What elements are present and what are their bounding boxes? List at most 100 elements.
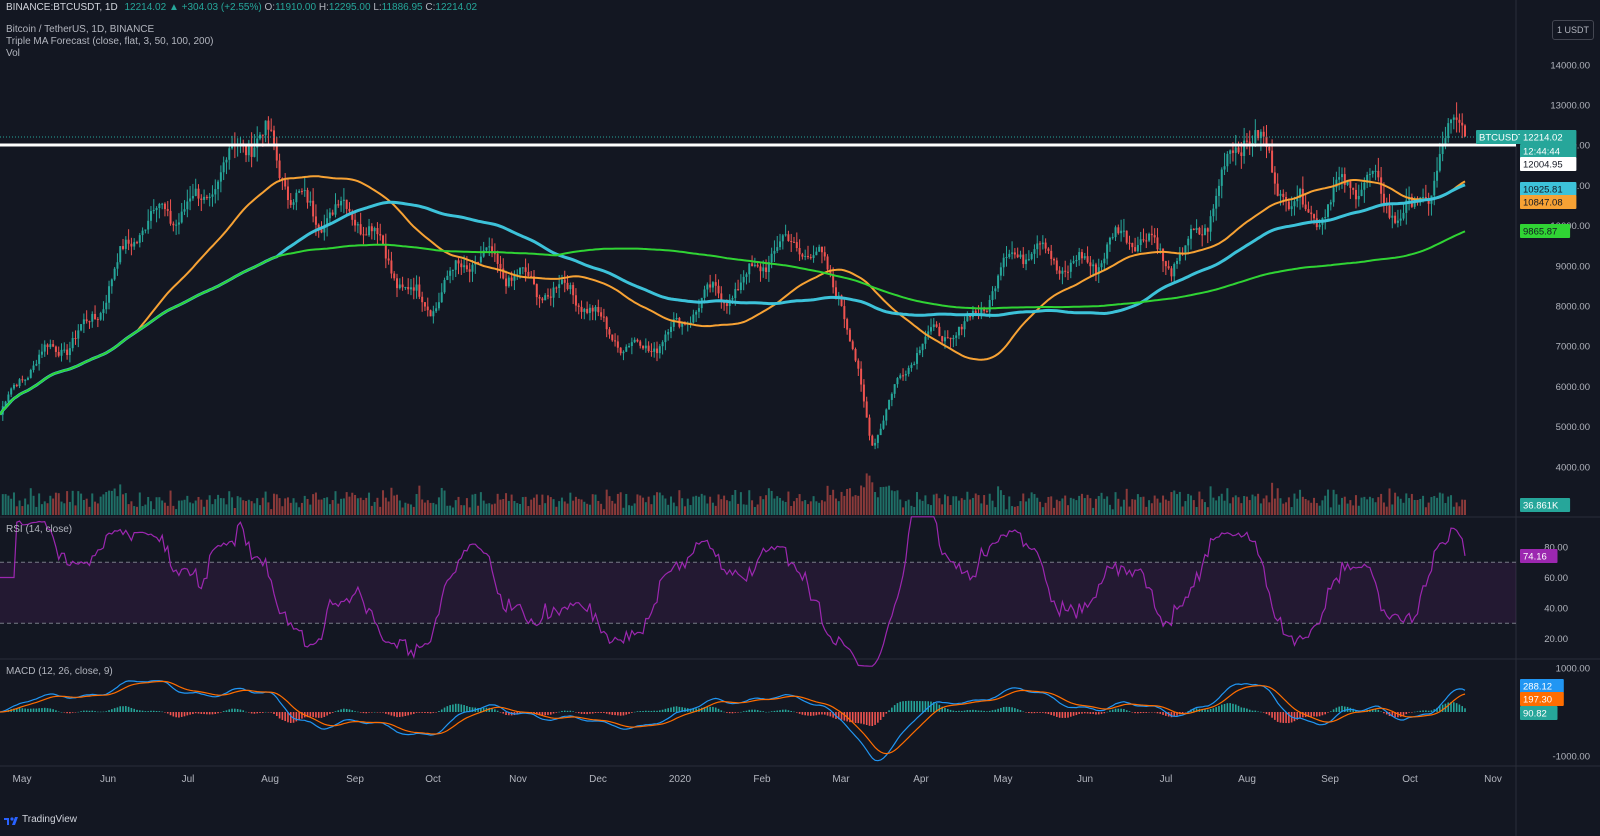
candle-body — [298, 191, 301, 193]
macd-hist-bar — [393, 712, 396, 717]
candle-body — [429, 310, 432, 317]
currency-button[interactable]: 1 USDT — [1552, 20, 1594, 40]
candle-body — [848, 329, 851, 342]
volume-bar — [1438, 492, 1441, 515]
candle-body — [541, 298, 544, 301]
macd-hist-bar — [225, 710, 228, 712]
candle-body — [860, 368, 863, 385]
candle-body — [147, 220, 150, 230]
volume-bar — [289, 502, 292, 515]
candle-body — [1436, 170, 1439, 181]
macd-hist-bar — [871, 712, 874, 727]
macd-hist-bar — [712, 706, 714, 712]
volume-bar — [1122, 499, 1125, 515]
volume-bar — [798, 494, 801, 515]
macd-hist-bar — [659, 710, 661, 712]
candle-body — [256, 138, 259, 148]
candle-body — [1027, 259, 1030, 261]
macd-hist-bar — [1343, 706, 1346, 712]
volume-bar — [7, 495, 10, 515]
volume-bar — [930, 505, 933, 515]
macd-hist-bar — [382, 712, 384, 713]
indicator-title[interactable]: Triple MA Forecast (close, flat, 3, 50, … — [6, 36, 214, 47]
candle-body — [267, 120, 270, 130]
candle-body — [1072, 261, 1075, 263]
price-tick: 4000.00 — [1556, 462, 1590, 473]
candle-body — [1203, 228, 1206, 235]
candle-body — [1209, 216, 1212, 232]
candle-body — [957, 326, 960, 336]
volume-bar — [1248, 500, 1251, 515]
macd-hist-bar — [932, 702, 935, 712]
candle-body — [370, 226, 373, 232]
macd-hist-bar — [1212, 708, 1215, 712]
candle-body — [485, 247, 488, 251]
volume-bar — [94, 501, 97, 515]
macd-hist-bar — [236, 709, 239, 712]
macd-hist-bar — [326, 712, 328, 716]
candle-body — [921, 343, 924, 351]
macd-hist-bar — [231, 708, 233, 712]
volume-title[interactable]: Vol — [6, 48, 20, 59]
macd-hist-bar — [166, 712, 169, 714]
volume-bar — [586, 503, 589, 515]
candle-body — [203, 196, 206, 200]
volume-bar — [337, 503, 340, 515]
macd-hist-bar — [1170, 712, 1173, 718]
macd-hist-bar — [768, 711, 770, 713]
tradingview-logo[interactable]: TradingView — [4, 814, 77, 825]
rsi-title[interactable]: RSI (14, close) — [6, 524, 73, 535]
volume-bar — [1013, 506, 1016, 515]
candle-body — [1231, 150, 1234, 153]
candle-body — [1234, 147, 1237, 153]
candle-body — [734, 289, 737, 299]
volume-bar — [857, 495, 860, 515]
volume-bar — [1094, 498, 1097, 515]
candle-body — [1335, 179, 1338, 188]
volume-bar — [155, 497, 158, 515]
macd-hist-bar — [664, 708, 667, 712]
volume-bar — [532, 497, 535, 515]
macd-hist-bar — [983, 710, 985, 712]
macd-hist-bar — [784, 709, 787, 712]
volume-bar — [793, 501, 796, 515]
macd-title[interactable]: MACD (12, 26, close, 9) — [6, 666, 113, 677]
candle-body — [658, 346, 661, 354]
volume-series — [1, 473, 1466, 515]
candle-body — [667, 331, 670, 335]
volume-bar — [169, 490, 172, 515]
candle-body — [826, 256, 829, 270]
candle-body — [331, 212, 334, 215]
macd-hist-bar — [197, 712, 200, 714]
candle-body — [1223, 166, 1226, 170]
macd-hist-bar — [446, 706, 449, 712]
candle-body — [798, 248, 801, 255]
candle-body — [1044, 242, 1047, 249]
macd-hist-bar — [647, 710, 650, 712]
volume-bar — [952, 496, 955, 515]
volume-bar — [675, 506, 678, 515]
candle-body — [292, 202, 295, 205]
volume-bar — [1114, 492, 1117, 515]
macd-hist-bar — [1288, 712, 1290, 724]
volume-bar — [823, 501, 826, 515]
volume-bar — [211, 504, 214, 515]
volume-bar — [1433, 496, 1436, 515]
volume-bar — [233, 507, 236, 515]
macd-hist-bar — [1044, 712, 1047, 714]
volume-bar — [1245, 496, 1248, 515]
candle-body — [200, 198, 203, 200]
candle-body — [1273, 172, 1276, 184]
macd-hist-bar — [709, 706, 711, 712]
macd-hist-bar — [1310, 712, 1313, 717]
macd-hist-bar — [1039, 712, 1041, 713]
macd-hist-bar — [116, 707, 119, 712]
volume-bar — [1002, 494, 1005, 515]
candle-body — [18, 379, 21, 387]
volume-bar — [191, 503, 194, 515]
volume-bar — [1226, 488, 1229, 515]
candle-body — [770, 253, 773, 263]
macd-hist-bar — [1226, 703, 1229, 712]
candle-body — [443, 279, 446, 293]
